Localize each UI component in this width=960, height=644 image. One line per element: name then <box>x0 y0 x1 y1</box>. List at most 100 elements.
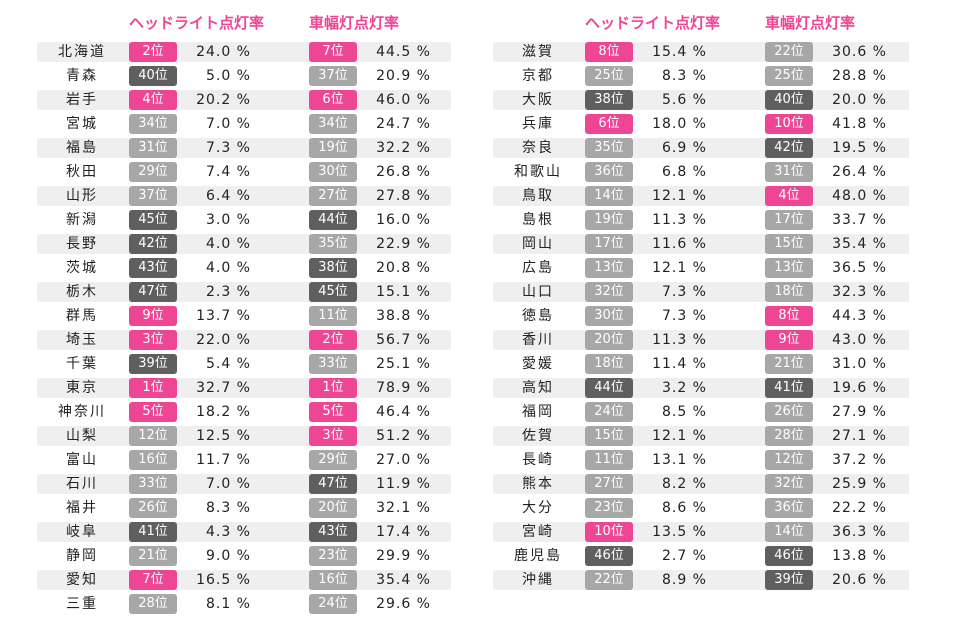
headlight-rate: 20.2 % <box>196 92 251 108</box>
headlight-rate: 11.3 % <box>652 332 707 348</box>
prefecture-name: 福岡 <box>522 404 554 420</box>
sidelight-rate: 35.4 % <box>832 236 887 252</box>
sidelight-rank-badge: 25位 <box>765 66 813 86</box>
prefecture-name: 山口 <box>522 284 554 300</box>
table-row: 長崎 11位 13.1 % 12位 37.2 % <box>493 448 909 472</box>
headlight-rate: 11.3 % <box>652 212 707 228</box>
sidelight-rate: 27.0 % <box>376 452 431 468</box>
table-row: 和歌山 36位 6.8 % 31位 26.4 % <box>493 160 909 184</box>
headlight-rate: 13.1 % <box>652 452 707 468</box>
headlight-rate: 5.6 % <box>661 92 707 108</box>
sidelight-rate: 43.0 % <box>832 332 887 348</box>
sidelight-rate: 26.4 % <box>832 164 887 180</box>
prefecture-name: 福島 <box>66 140 98 156</box>
sidelight-rate: 78.9 % <box>376 380 431 396</box>
sidelight-rate: 51.2 % <box>376 428 431 444</box>
headlight-rank-badge: 23位 <box>585 498 633 518</box>
left-table-header: ヘッドライト点灯率 車幅灯点灯率 <box>37 0 451 40</box>
headlight-rank-badge: 28位 <box>129 594 177 614</box>
table-row: 宮城 34位 7.0 % 34位 24.7 % <box>37 112 451 136</box>
table-row: 愛媛 18位 11.4 % 21位 31.0 % <box>493 352 909 376</box>
prefecture-name: 静岡 <box>66 548 98 564</box>
prefecture-name: 山形 <box>66 188 98 204</box>
table-row: 埼玉 3位 22.0 % 2位 56.7 % <box>37 328 451 352</box>
headlight-rate: 18.0 % <box>652 116 707 132</box>
headlight-rank-badge: 30位 <box>585 306 633 326</box>
prefecture-name: 岩手 <box>66 92 98 108</box>
headlight-rate: 2.3 % <box>205 284 251 300</box>
table-row: 徳島 30位 7.3 % 8位 44.3 % <box>493 304 909 328</box>
prefecture-name: 長野 <box>66 236 98 252</box>
sidelight-rate: 27.8 % <box>376 188 431 204</box>
headlight-rate: 18.2 % <box>196 404 251 420</box>
table-row: 栃木 47位 2.3 % 45位 15.1 % <box>37 280 451 304</box>
sidelight-rank-badge: 26位 <box>765 402 813 422</box>
table-row: 三重 28位 8.1 % 24位 29.6 % <box>37 592 451 616</box>
headlight-rank-badge: 10位 <box>585 522 633 542</box>
headlight-rank-badge: 24位 <box>585 402 633 422</box>
sidelight-rank-badge: 38位 <box>309 258 357 278</box>
headlight-rank-badge: 11位 <box>585 450 633 470</box>
sidelight-rate: 46.0 % <box>376 92 431 108</box>
sidelight-rate: 46.4 % <box>376 404 431 420</box>
sidelight-rank-badge: 3位 <box>309 426 357 446</box>
table-row: 石川 33位 7.0 % 47位 11.9 % <box>37 472 451 496</box>
table-row: 島根 19位 11.3 % 17位 33.7 % <box>493 208 909 232</box>
sidelight-rank-badge: 47位 <box>309 474 357 494</box>
headlight-rank-badge: 12位 <box>129 426 177 446</box>
table-row: 宮崎 10位 13.5 % 14位 36.3 % <box>493 520 909 544</box>
right-table: ヘッドライト点灯率 車幅灯点灯率 滋賀 8位 15.4 % 22位 30.6 % 京都 25… <box>493 0 909 592</box>
prefecture-name: 徳島 <box>522 308 554 324</box>
headlight-rate: 4.0 % <box>205 236 251 252</box>
headlight-rate: 15.4 % <box>652 44 707 60</box>
prefecture-name: 島根 <box>522 212 554 228</box>
sidelight-rate: 38.8 % <box>376 308 431 324</box>
sidelight-rate: 25.1 % <box>376 356 431 372</box>
headlight-rank-badge: 17位 <box>585 234 633 254</box>
table-row: 岩手 4位 20.2 % 6位 46.0 % <box>37 88 451 112</box>
headlight-rank-badge: 21位 <box>129 546 177 566</box>
prefecture-name: 東京 <box>66 380 98 396</box>
table-row: 鳥取 14位 12.1 % 4位 48.0 % <box>493 184 909 208</box>
table-row: 大阪 38位 5.6 % 40位 20.0 % <box>493 88 909 112</box>
sidelight-rank-badge: 5位 <box>309 402 357 422</box>
prefecture-name: 愛知 <box>66 572 98 588</box>
headlight-rank-badge: 29位 <box>129 162 177 182</box>
prefecture-name: 兵庫 <box>522 116 554 132</box>
sidelight-rate: 56.7 % <box>376 332 431 348</box>
prefecture-name: 新潟 <box>66 212 98 228</box>
headlight-rate-heading: ヘッドライト点灯率 <box>585 14 721 32</box>
headlight-rate: 3.0 % <box>205 212 251 228</box>
headlight-rank-badge: 18位 <box>585 354 633 374</box>
sidelight-rank-badge: 34位 <box>309 114 357 134</box>
prefecture-name: 鹿児島 <box>514 548 562 564</box>
table-row: 長野 42位 4.0 % 35位 22.9 % <box>37 232 451 256</box>
prefecture-name: 奈良 <box>522 140 554 156</box>
sidelight-rank-badge: 44位 <box>309 210 357 230</box>
headlight-rate: 7.3 % <box>661 308 707 324</box>
sidelight-rank-badge: 41位 <box>765 378 813 398</box>
table-row: 富山 16位 11.7 % 29位 27.0 % <box>37 448 451 472</box>
sidelight-rank-badge: 22位 <box>765 42 813 62</box>
headlight-rank-badge: 7位 <box>129 570 177 590</box>
sidelight-rate: 20.0 % <box>832 92 887 108</box>
sidelight-rate: 44.3 % <box>832 308 887 324</box>
headlight-rank-badge: 41位 <box>129 522 177 542</box>
table-row: 青森 40位 5.0 % 37位 20.9 % <box>37 64 451 88</box>
right-table-header: ヘッドライト点灯率 車幅灯点灯率 <box>493 0 909 40</box>
prefecture-name: 岐阜 <box>66 524 98 540</box>
headlight-rank-badge: 35位 <box>585 138 633 158</box>
sidelight-rank-badge: 1位 <box>309 378 357 398</box>
table-row: 兵庫 6位 18.0 % 10位 41.8 % <box>493 112 909 136</box>
sidelight-rank-badge: 45位 <box>309 282 357 302</box>
headlight-rank-badge: 44位 <box>585 378 633 398</box>
sidelight-rank-badge: 46位 <box>765 546 813 566</box>
headlight-rate: 13.5 % <box>652 524 707 540</box>
prefecture-name: 岡山 <box>522 236 554 252</box>
table-row: 山口 32位 7.3 % 18位 32.3 % <box>493 280 909 304</box>
headlight-rank-badge: 43位 <box>129 258 177 278</box>
headlight-rate: 12.1 % <box>652 188 707 204</box>
headlight-rank-badge: 4位 <box>129 90 177 110</box>
sidelight-rank-badge: 18位 <box>765 282 813 302</box>
prefecture-name: 沖縄 <box>522 572 554 588</box>
